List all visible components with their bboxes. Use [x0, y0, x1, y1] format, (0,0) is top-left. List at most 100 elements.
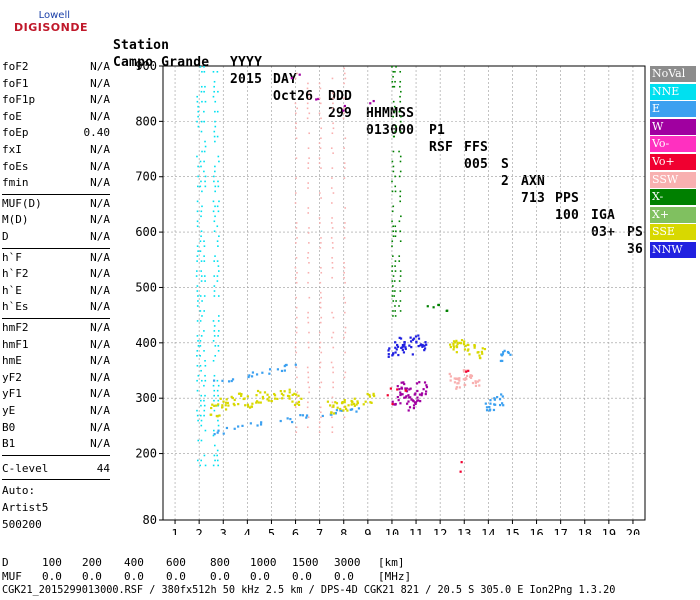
echo-point [343, 406, 345, 409]
echo-point [291, 393, 294, 397]
echo-point [351, 401, 354, 404]
echo-point [295, 296, 297, 299]
param-name: M(D) [2, 213, 29, 227]
param-value: 44 [96, 461, 110, 475]
echo-point [307, 376, 310, 379]
echo-point [399, 270, 402, 272]
echo-point [212, 359, 215, 362]
muf-cell: [km] [378, 556, 405, 569]
echo-point [402, 381, 405, 384]
echo-point [203, 454, 206, 457]
echo-point [255, 400, 259, 403]
echo-point [308, 331, 310, 334]
echo-point [399, 70, 402, 73]
echo-point [399, 120, 402, 123]
param-name: MUF(D) [2, 196, 42, 210]
echo-point [213, 175, 215, 178]
echo-point [213, 295, 216, 297]
echo-point [212, 340, 215, 342]
echo-point [330, 187, 333, 189]
echo-point [214, 255, 216, 257]
echo-point [233, 404, 236, 407]
muf-cell: 100 [42, 556, 62, 569]
param-row-fof2: foF2 N/A [2, 60, 110, 77]
echo-point [467, 343, 470, 347]
echo-point [399, 190, 402, 193]
param-value: N/A [90, 354, 110, 368]
echo-point [343, 401, 346, 404]
echo-point [318, 82, 321, 85]
echo-point [268, 372, 271, 375]
echo-point [213, 429, 215, 432]
echo-point [296, 376, 298, 379]
echo-point [255, 373, 259, 376]
muf-cell: 0.0 [82, 569, 102, 583]
echo-point [392, 275, 395, 277]
echo-point [464, 344, 467, 348]
echo-point [332, 404, 335, 407]
echo-point [200, 414, 202, 417]
echo-point [466, 349, 469, 352]
hdr-label-axn: AXN [521, 174, 546, 189]
echo-point [308, 296, 311, 299]
echo-point [425, 390, 428, 393]
echo-point [463, 348, 467, 351]
echo-point [295, 426, 298, 429]
echo-point [319, 411, 322, 414]
echo-point [307, 401, 309, 404]
param-name: yE [2, 404, 16, 417]
echo-point [391, 245, 393, 247]
echo-point [268, 396, 271, 399]
echo-point [200, 270, 203, 272]
echo-point [460, 339, 464, 342]
echo-point [462, 370, 466, 373]
echo-point [220, 406, 224, 409]
echo-point [203, 275, 206, 277]
echo-point [329, 404, 332, 407]
echo-point [307, 341, 310, 344]
echo-point [334, 412, 337, 415]
echo-point [307, 147, 310, 149]
echo-point [204, 374, 206, 377]
echo-point [214, 345, 217, 347]
echo-point [394, 403, 397, 406]
echo-point [295, 366, 298, 369]
muf-cell: 0.0 [334, 569, 354, 583]
echo-point [392, 235, 395, 238]
echo-point [417, 399, 420, 402]
series-x [391, 66, 449, 317]
muf-cell: [MHz] [378, 569, 412, 583]
echo-point [319, 301, 322, 304]
echo-point [369, 401, 372, 404]
echo-point [217, 394, 219, 397]
echo-point [412, 407, 415, 410]
echo-point [196, 260, 198, 262]
echo-point [295, 242, 297, 244]
echo-point [373, 394, 376, 398]
echo-point [399, 80, 402, 83]
echo-point [353, 397, 356, 400]
echo-point [214, 140, 216, 143]
echo-point [398, 175, 401, 178]
echo-point [197, 185, 199, 188]
echo-point [251, 371, 255, 374]
echo-point [319, 247, 322, 249]
param-row-c-level: C-level 44 [2, 462, 110, 479]
echo-point [501, 395, 504, 398]
param-value: N/A [90, 420, 110, 434]
param-name: hmF2 [2, 321, 29, 334]
y-tick-label: 900 [135, 60, 157, 73]
echo-point [335, 402, 339, 405]
echo-point [335, 409, 339, 412]
echo-point [218, 200, 220, 203]
echo-point [417, 334, 420, 337]
echo-point [405, 395, 408, 398]
param-row-hmf2: hmF2 N/A [2, 321, 110, 338]
muf-distance-row: D 100 200 400 600 800 1000 1500 3000 [km] [2, 556, 405, 570]
param-name: yF1 [2, 387, 22, 401]
x-tick-label: 15 [505, 527, 519, 535]
echo-point [218, 160, 220, 163]
echo-point [398, 255, 401, 257]
echo-point [214, 215, 216, 218]
echo-point [213, 399, 215, 402]
